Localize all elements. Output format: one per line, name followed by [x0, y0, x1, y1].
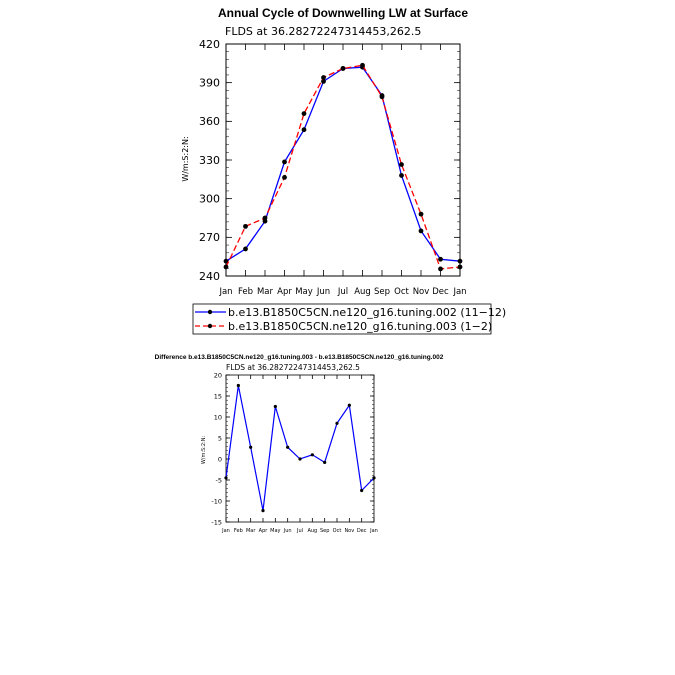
data-point	[282, 159, 287, 165]
legend-label-2: b.e13.B1850C5CN.ne120_g16.tuning.003 (1−…	[228, 320, 492, 333]
data-point	[243, 223, 248, 229]
x-tick-label: Jan	[218, 287, 232, 297]
x-tick-label: Sep	[374, 287, 390, 297]
x-tick-label: Jul	[296, 528, 303, 534]
y-tick-label: 5	[218, 434, 222, 442]
x-tick-label: Oct	[394, 287, 409, 297]
x-tick-label: Feb	[238, 287, 253, 297]
x-tick-label: Feb	[234, 528, 243, 534]
x-tick-label: Jun	[283, 528, 292, 534]
x-tick-label: Apr	[259, 528, 269, 534]
x-tick-label: Aug	[307, 528, 317, 534]
y-axis-label: W/m:S:2:N:	[181, 136, 190, 181]
y-tick-label: 360	[199, 115, 220, 128]
data-point	[347, 403, 351, 407]
x-tick-label: Jan	[369, 528, 378, 534]
legend: b.e13.B1850C5CN.ne120_g16.tuning.002 (11…	[192, 303, 506, 335]
series-group	[224, 383, 376, 513]
x-tick-label: Jul	[337, 287, 348, 297]
chart-subtitle: FLDS at 36.28272247314453,262.5	[226, 363, 360, 372]
plot-frame	[225, 43, 461, 277]
data-point	[335, 421, 339, 425]
x-tick-label: Nov	[413, 287, 430, 297]
x-tick-label: Oct	[333, 528, 342, 534]
series-line-2	[225, 64, 461, 270]
data-point	[224, 476, 228, 480]
data-point	[261, 509, 265, 513]
difference-chart: Difference b.e13.B1850C5CN.ne120_g16.tun…	[155, 354, 444, 534]
annual-cycle-chart: Annual Cycle of Downwelling LW at Surfac…	[181, 6, 506, 335]
data-point	[438, 266, 443, 272]
data-point	[310, 453, 314, 457]
plot-frame	[225, 374, 375, 523]
data-point	[321, 75, 326, 80]
data-point	[249, 445, 253, 449]
data-point	[360, 488, 364, 493]
y-tick-label: 20	[214, 371, 222, 379]
data-point	[418, 211, 424, 217]
data-point	[223, 258, 229, 264]
data-point	[372, 476, 376, 480]
x-tick-label: Dec	[432, 287, 449, 297]
data-point	[286, 445, 290, 449]
y-tick-label: 15	[214, 392, 222, 400]
chart-subtitle: FLDS at 36.28272247314453,262.5	[225, 25, 421, 38]
data-point	[301, 127, 307, 133]
y-tick-label: 240	[199, 270, 220, 283]
y-tick-label: 270	[199, 231, 220, 244]
data-point	[282, 175, 287, 180]
x-tick-label: Jan	[452, 287, 466, 297]
y-tick-label: 10	[214, 413, 222, 421]
y-tick-label: 0	[218, 455, 222, 463]
data-point	[243, 246, 248, 252]
data-point	[236, 383, 240, 388]
y-tick-label: -15	[211, 518, 222, 526]
data-point	[438, 256, 443, 262]
data-point	[273, 404, 277, 409]
x-tick-label: Jan	[221, 528, 230, 534]
chart-title: Difference b.e13.B1850C5CN.ne120_g16.tun…	[155, 354, 444, 361]
y-tick-label: 300	[199, 193, 220, 206]
series-line-1	[225, 385, 375, 511]
data-point	[418, 228, 424, 234]
x-tick-label: May	[270, 528, 280, 534]
y-tick-label: 420	[199, 38, 220, 51]
data-point	[360, 62, 365, 68]
y-axis-label: W/m:S:2:N:	[201, 436, 207, 465]
x-tick-label: Sep	[320, 528, 329, 534]
series-group	[223, 62, 463, 272]
plot-area: 240 270 300 330 360 390 420 Jan Feb Mar Apr May Jun J…	[199, 38, 467, 297]
legend-marker-2	[207, 323, 213, 329]
data-point	[379, 94, 385, 100]
data-point	[262, 215, 268, 221]
legend-label-1: b.e13.B1850C5CN.ne120_g16.tuning.002 (11…	[228, 306, 506, 319]
y-tick-label: -5	[216, 476, 222, 484]
data-point	[340, 66, 346, 71]
plot-area: -15 -10 -5 0 5 10 15 20 Jan Feb Mar Apr May Jun Jul Aug…	[211, 371, 377, 534]
x-tick-label: Mar	[257, 287, 274, 297]
data-point	[323, 460, 327, 464]
x-tick-label: Dec	[357, 528, 367, 534]
x-tick-label: Nov	[344, 528, 354, 534]
legend-marker-1	[207, 309, 213, 315]
x-tick-label: Mar	[246, 528, 256, 534]
y-tick-label: 330	[199, 154, 220, 167]
x-tick-label: Aug	[354, 287, 371, 297]
data-point	[399, 173, 404, 178]
y-tick-label: -10	[211, 497, 222, 505]
y-tick-label: 390	[199, 77, 220, 90]
x-tick-label: May	[295, 287, 313, 297]
data-point	[301, 111, 307, 116]
data-point	[223, 264, 229, 270]
legend-box	[192, 303, 492, 335]
data-point	[457, 258, 463, 264]
x-tick-label: Apr	[277, 287, 292, 297]
data-point	[399, 162, 404, 167]
series-line-1	[225, 66, 461, 262]
data-point	[298, 457, 302, 461]
chart-title: Annual Cycle of Downwelling LW at Surfac…	[218, 6, 468, 20]
data-point	[457, 264, 463, 270]
x-tick-label: Jun	[316, 287, 330, 297]
